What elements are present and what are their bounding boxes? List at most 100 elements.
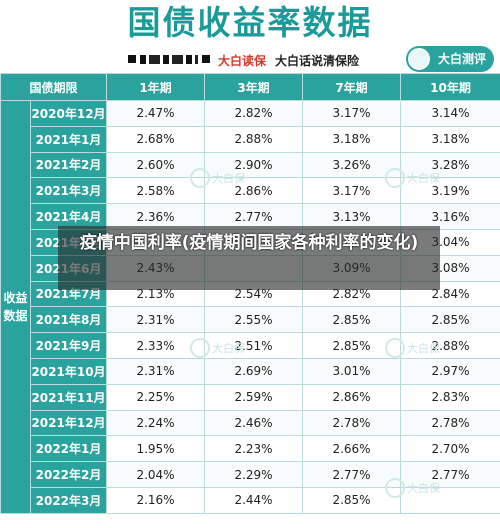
value-cell: 2.84% — [400, 280, 500, 308]
period-cell: 2021年3月 — [29, 177, 108, 205]
value-cell: 2.31% — [106, 306, 206, 334]
value-cell: 3.17% — [302, 100, 402, 127]
value-cell: 2.59% — [204, 383, 304, 411]
value-cell: 2.47% — [106, 100, 206, 127]
value-cell: 2.51% — [204, 332, 304, 359]
value-cell: 2.78% — [302, 409, 402, 437]
value-cell: 3.17% — [302, 177, 402, 205]
header-7y: 7年期 — [302, 73, 402, 101]
watermark-text: 大白保 — [407, 172, 440, 185]
value-cell: 2.29% — [204, 461, 304, 488]
value-cell: 2.55% — [204, 306, 304, 334]
value-cell: 3.18% — [400, 125, 500, 153]
table-row: 2022年1月 1.95% 2.23% 2.66% 2.70% — [1, 435, 500, 463]
period-cell: 2022年2月 — [29, 461, 108, 488]
watermark-icon — [385, 338, 405, 358]
value-cell: 2.31% — [106, 357, 206, 385]
value-cell: 3.26% — [302, 151, 402, 179]
value-cell: 2.88% — [400, 332, 500, 359]
value-cell: 2.82% — [204, 100, 304, 127]
table-row: 2021年3月 2.58% 2.86% 3.17% 3.19% — [1, 177, 500, 205]
value-cell: 2.85% — [400, 306, 500, 334]
value-cell: 2.85% — [302, 332, 402, 359]
value-cell: 3.14% — [400, 100, 500, 127]
value-cell: 2.66% — [302, 435, 402, 463]
page-title: 国债收益率数据 — [127, 3, 373, 42]
period-cell: 2021年8月 — [29, 306, 108, 334]
yield-table: 国债期限 1年期 3年期 7年期 10年期 收益 数据 2020年12月 2.47%… — [0, 73, 500, 514]
watermark-icon — [190, 338, 210, 358]
value-cell: 2.46% — [204, 409, 304, 437]
period-cell: 2021年1月 — [29, 125, 108, 153]
value-cell: 2.16% — [106, 486, 206, 514]
period-cell: 2022年3月 — [29, 486, 108, 514]
table-row: 2021年11月 2.25% 2.59% 2.86% 2.83% — [1, 383, 500, 411]
table-row: 2021年4月 2.36% 2.77% 3.13% 3.16% — [1, 203, 500, 230]
period-cell: 2021年11月 — [29, 383, 108, 411]
redacted-mark — [202, 55, 210, 63]
value-cell: 2.85% — [302, 306, 402, 334]
watermark-text: 大白保 — [212, 342, 245, 355]
value-cell: 2.04% — [106, 461, 206, 488]
value-cell: 2.24% — [106, 409, 206, 437]
watermark-icon — [190, 168, 210, 188]
period-cell: 2021年4月 — [29, 203, 108, 230]
value-cell: 2.58% — [106, 177, 206, 205]
value-cell: 3.28% — [400, 151, 500, 179]
value-cell: 2.60% — [106, 151, 206, 179]
value-cell: 2.86% — [302, 383, 402, 411]
period-cell: 2020年12月 — [29, 100, 108, 127]
table-header-row: 国债期限 1年期 3年期 7年期 10年期 — [0, 73, 500, 101]
watermark-icon — [385, 168, 405, 188]
value-cell: 2.83% — [400, 383, 500, 411]
brand-badge: 大白测评 — [406, 46, 494, 72]
table-row: 2021年2月 2.60% 2.90% 3.26% 3.28% — [1, 151, 500, 179]
table-row: 2021年9月 2.33% 2.51% 2.85% 2.88% — [1, 332, 500, 359]
header-3y: 3年期 — [204, 73, 304, 101]
side-label: 收益 数据 — [0, 100, 31, 514]
value-cell: 2.36% — [106, 203, 206, 230]
table-row: 2022年3月 2.16% 2.44% 2.85% — [1, 486, 500, 514]
table-row: 2021年10月 2.31% 2.69% 3.01% 2.97% — [1, 357, 500, 385]
caption-overlay — [58, 226, 440, 290]
value-cell: 2.77% — [204, 203, 304, 230]
redacted-text — [140, 55, 198, 64]
period-cell: 2022年1月 — [29, 435, 108, 463]
value-cell: 2.85% — [302, 486, 402, 514]
table-row: 2021年12月 2.24% 2.46% 2.78% 2.78% — [1, 409, 500, 437]
header-term: 国债期限 — [0, 73, 108, 101]
header-10y: 10年期 — [400, 73, 500, 101]
value-cell: 2.69% — [204, 357, 304, 385]
brand-slogan: 大白话说清保险 — [275, 54, 360, 68]
value-cell: 3.01% — [302, 357, 402, 385]
mascot-icon — [408, 48, 430, 70]
watermark-text: 大白保 — [407, 342, 440, 355]
redacted-mark — [128, 55, 136, 63]
value-cell: 2.44% — [204, 486, 304, 514]
badge-label: 大白测评 — [437, 52, 486, 66]
period-cell: 2021年12月 — [29, 409, 108, 437]
header-1y: 1年期 — [106, 73, 206, 101]
table-row: 2021年1月 2.68% 2.88% 3.18% 3.18% — [1, 125, 500, 153]
value-cell: 3.16% — [400, 203, 500, 230]
value-cell: 2.88% — [204, 125, 304, 153]
value-cell: 2.70% — [400, 435, 500, 463]
value-cell: 2.86% — [204, 177, 304, 205]
value-cell: 2.25% — [106, 383, 206, 411]
table-row: 收益 数据 2020年12月 2.47% 2.82% 3.17% 3.14% — [0, 100, 500, 514]
value-cell: 3.18% — [302, 125, 402, 153]
watermark-text: 大白保 — [212, 172, 245, 185]
table-row: 2021年8月 2.31% 2.55% 2.85% 2.85% — [1, 306, 500, 334]
period-cell: 2021年9月 — [29, 332, 108, 359]
brand-red-text: 大白读保 — [218, 54, 267, 68]
period-cell: 2021年10月 — [29, 357, 108, 385]
watermark-text: 大白保 — [407, 482, 440, 495]
value-cell: 2.78% — [400, 409, 500, 437]
value-cell: 3.19% — [400, 177, 500, 205]
value-cell: 3.13% — [302, 203, 402, 230]
watermark-icon — [385, 478, 405, 498]
value-cell: 2.68% — [106, 125, 206, 153]
value-cell — [400, 486, 500, 514]
period-cell: 2021年2月 — [29, 151, 108, 179]
value-cell: 1.95% — [106, 435, 206, 463]
